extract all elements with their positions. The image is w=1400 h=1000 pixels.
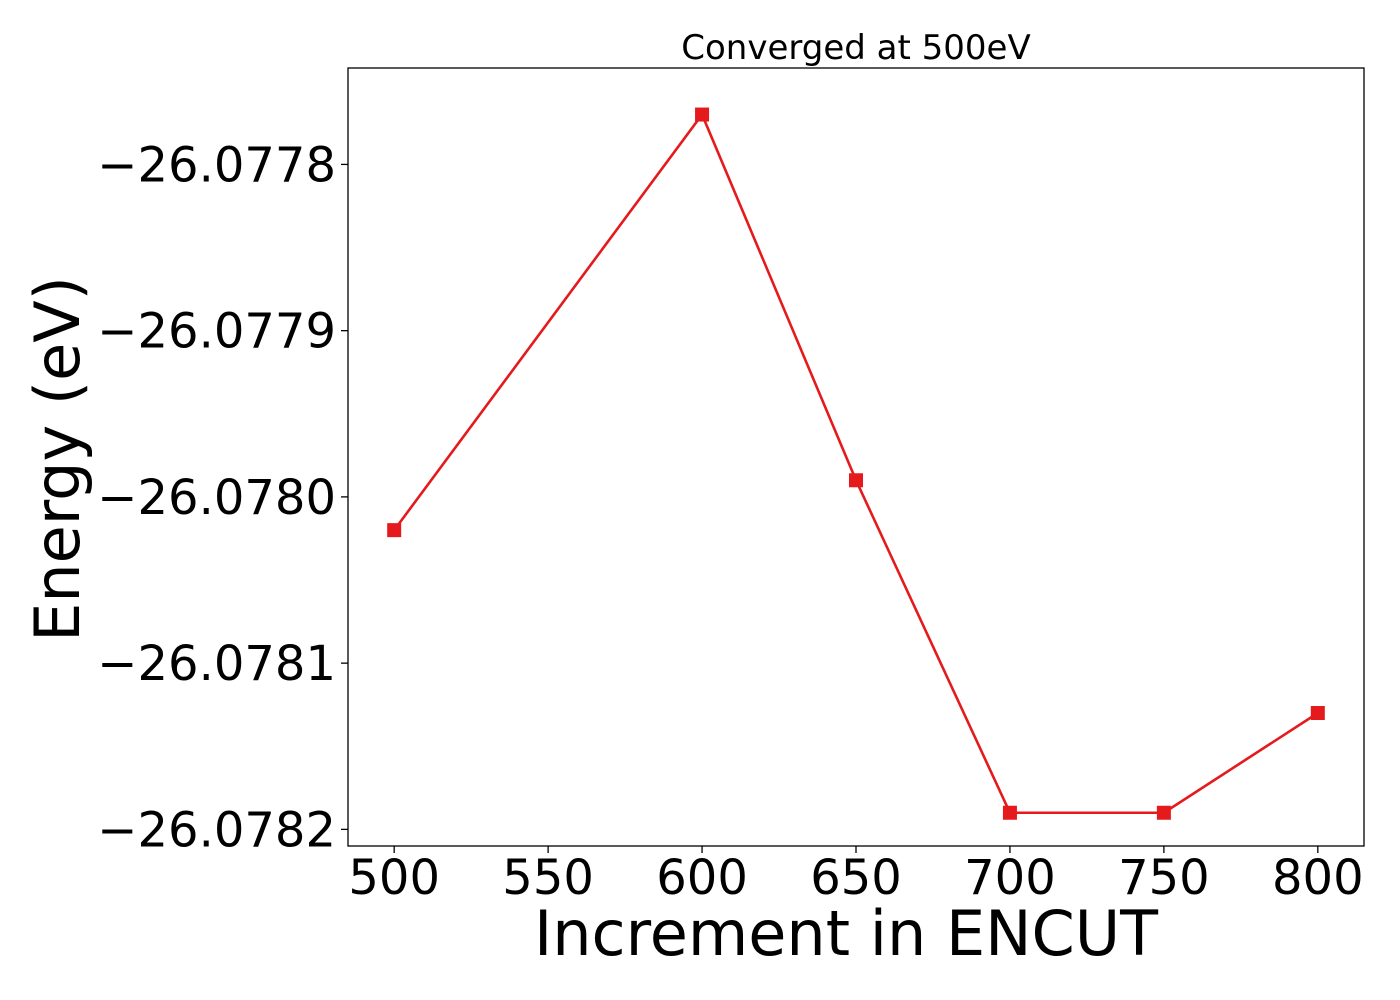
- y-tick-label: −26.0778: [97, 137, 336, 193]
- x-tick-label: 750: [1118, 850, 1210, 906]
- x-axis: 500 550 600 650 700 750 800: [348, 846, 1364, 906]
- y-tick-label: −26.0779: [97, 304, 336, 360]
- y-axis-label: Energy (eV): [21, 276, 94, 642]
- x-tick-label: 500: [348, 850, 440, 906]
- x-tick-label: 800: [1272, 850, 1364, 906]
- y-tick-label: −26.0780: [97, 470, 336, 526]
- data-point: [849, 473, 863, 488]
- y-axis: −26.0778 −26.0779 −26.0780 −26.0781 −26.0782: [97, 137, 348, 858]
- x-axis-label: Increment in ENCUT: [534, 897, 1159, 970]
- x-tick-label: 550: [502, 850, 594, 906]
- plot-frame: [347, 67, 1365, 847]
- data-point: [1002, 805, 1017, 820]
- x-tick-label: 700: [964, 850, 1056, 906]
- data-point: [1156, 805, 1171, 820]
- x-tick-label: 600: [656, 850, 748, 906]
- plot-area: [348, 68, 1364, 846]
- y-tick-label: −26.0781: [97, 636, 336, 692]
- data-point: [387, 523, 402, 538]
- series-line: [393, 113, 1319, 815]
- x-tick-label: 650: [810, 850, 902, 906]
- data-point: [1310, 706, 1325, 721]
- chart-title: Converged at 500eV: [681, 28, 1030, 68]
- y-tick-label: −26.0782: [97, 802, 336, 858]
- series-layer: [387, 107, 1325, 820]
- data-point: [695, 107, 710, 122]
